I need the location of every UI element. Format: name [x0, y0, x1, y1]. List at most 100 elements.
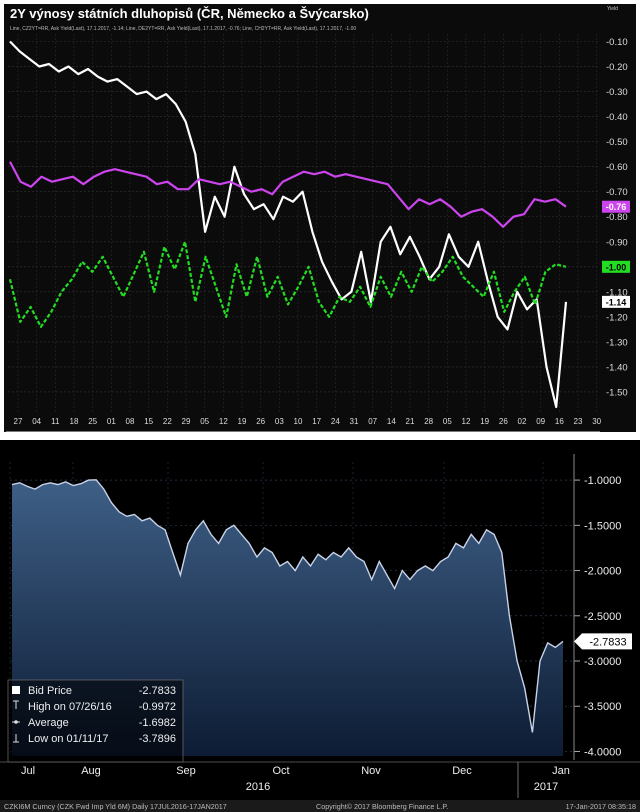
y-tick-label: -3.0000	[584, 656, 621, 668]
x-tick-label: 05	[200, 417, 209, 426]
legend-value-average: -1.6982	[139, 717, 176, 729]
footer-ticker: CZKI6M Curncy (CZK Fwd Imp Yld 6M) Daily…	[4, 802, 227, 811]
y-tick-label: -1.30	[606, 337, 628, 348]
last-value-label: -1.00	[606, 262, 627, 272]
x-tick-label: Oct	[272, 765, 289, 777]
y-tick-label: -1.10	[606, 287, 628, 298]
x-tick-label: 26	[499, 417, 508, 426]
y-tick-label: -0.30	[606, 87, 628, 98]
y-tick-label: -0.60	[606, 162, 628, 173]
legend-label-low: Low on 01/11/17	[28, 733, 109, 745]
y-tick-label: -2.5000	[584, 611, 621, 623]
footer-copyright: Copyright© 2017 Bloomberg Finance L.P.	[316, 802, 448, 811]
y-tick-label: -1.50	[606, 387, 628, 398]
x-tick-label: 27	[14, 417, 23, 426]
x-tick-label: Aug	[81, 765, 101, 777]
legend-value-high: -0.9972	[139, 701, 176, 713]
x-group-label: 12 16	[472, 433, 497, 440]
x-tick-label: 10	[294, 417, 303, 426]
x-tick-label: 04	[32, 417, 41, 426]
legend-square-icon	[12, 686, 20, 694]
x-tick-label: 08	[126, 417, 135, 426]
x-tick-label: 07	[368, 417, 377, 426]
x-tick-label: 03	[275, 417, 284, 426]
x-tick-label: Jan	[552, 765, 570, 777]
y-tick-label: -0.90	[606, 237, 628, 248]
y-tick-label: -0.10	[606, 37, 628, 48]
x-tick-label: Nov	[361, 765, 381, 777]
yield-chart: 2Y výnosy státních dluhopisů (ČR, Německ…	[4, 4, 636, 440]
legend-label-average: Average	[28, 717, 69, 729]
x-tick-label: 09	[536, 417, 545, 426]
x-tick-label: 01	[107, 417, 116, 426]
x-tick-label: 02	[518, 417, 527, 426]
last-value-tag	[602, 260, 630, 273]
legend-value-low: -3.7896	[139, 733, 176, 745]
y-tick-label: -1.40	[606, 362, 628, 373]
x-group-label: 10 16	[309, 433, 334, 440]
x-group-label: 6 16	[12, 433, 32, 440]
x-tick-label: 28	[424, 417, 433, 426]
x-tick-label: 14	[387, 417, 396, 426]
x-tick-label: 19	[238, 417, 247, 426]
x-tick-label: 30	[592, 417, 601, 426]
x-group-label: 8 16	[149, 433, 169, 440]
chart-title: 2Y výnosy státních dluhopisů (ČR, Německ…	[10, 6, 369, 21]
x-tick-label: 11	[51, 417, 60, 426]
x-tick-label: 15	[144, 417, 153, 426]
footer-timestamp: 17-Jan-2017 08:35:18	[566, 802, 636, 811]
legend-value-bid: -2.7833	[139, 685, 176, 697]
y-tick-label: -2.0000	[584, 566, 621, 578]
x-tick-label: 25	[88, 417, 97, 426]
price-legend: Bid Price -2.7833 High on 07/26/16 -0.99…	[7, 679, 184, 763]
x-tick-label: 17	[312, 417, 321, 426]
low-marker-icon	[13, 734, 19, 743]
x-tick-label: 12	[462, 417, 471, 426]
x-group-label: 2016	[246, 781, 270, 793]
legend-label-bid: Bid Price	[28, 685, 72, 697]
y-tick-label: -1.5000	[584, 520, 621, 532]
x-group-label: 1 17	[556, 433, 576, 440]
y-tick-label: -1.20	[606, 312, 628, 323]
x-tick-label: 24	[331, 417, 340, 426]
x-tick-label: Jul	[21, 765, 35, 777]
legend-label-high: High on 07/26/16	[28, 701, 112, 713]
last-value-tag	[602, 295, 630, 308]
x-tick-label: 21	[406, 417, 415, 426]
high-marker-icon	[13, 700, 19, 709]
series-line-de2yt-rr	[9, 161, 567, 228]
x-tick-label: 29	[182, 417, 191, 426]
x-tick-label: 12	[219, 417, 228, 426]
last-value-label: -0.76	[606, 202, 627, 212]
y-tick-label: -0.20	[606, 62, 628, 73]
y-tick-label: -0.80	[606, 212, 628, 223]
x-tick-label: 26	[256, 417, 265, 426]
x-tick-label: 31	[350, 417, 359, 426]
legend-text: Line, CZ2YT=RR, Ask Yield(Last), 17.1.20…	[10, 26, 356, 32]
y-tick-label: -4.0000	[584, 746, 621, 758]
x-group-label: 11 16	[391, 433, 416, 440]
last-value-tag	[602, 200, 630, 213]
series-line-cz2yt-rr	[9, 40, 568, 409]
yield-chart-background	[4, 4, 636, 432]
x-tick-label: 23	[574, 417, 583, 426]
x-group-label: 7 16	[67, 433, 87, 440]
average-marker-icon	[14, 720, 18, 724]
y-axis-label: Yield	[607, 6, 618, 12]
x-tick-label: 16	[555, 417, 564, 426]
x-tick-label: 19	[480, 417, 489, 426]
x-tick-label: 18	[70, 417, 79, 426]
y-tick-label: -0.50	[606, 137, 628, 148]
y-tick-label: -3.5000	[584, 701, 621, 713]
y-tick-label: -0.40	[606, 112, 628, 123]
y-tick-label: -1.0000	[584, 475, 621, 487]
x-group-label: 2017	[534, 781, 558, 793]
x-tick-label: 05	[443, 417, 452, 426]
bid-price-line	[11, 479, 564, 733]
x-group-label: 9 16	[230, 433, 250, 440]
last-value-label: -1.14	[606, 297, 627, 307]
forward-yield-chart: -1.0000 -1.5000 -2.0000 -2.5000 -3.0000 -3.50…	[0, 440, 640, 812]
y-tick-label: -0.70	[606, 187, 628, 198]
last-value-tag	[574, 633, 632, 650]
last-value-label: -2.7833	[589, 636, 626, 648]
